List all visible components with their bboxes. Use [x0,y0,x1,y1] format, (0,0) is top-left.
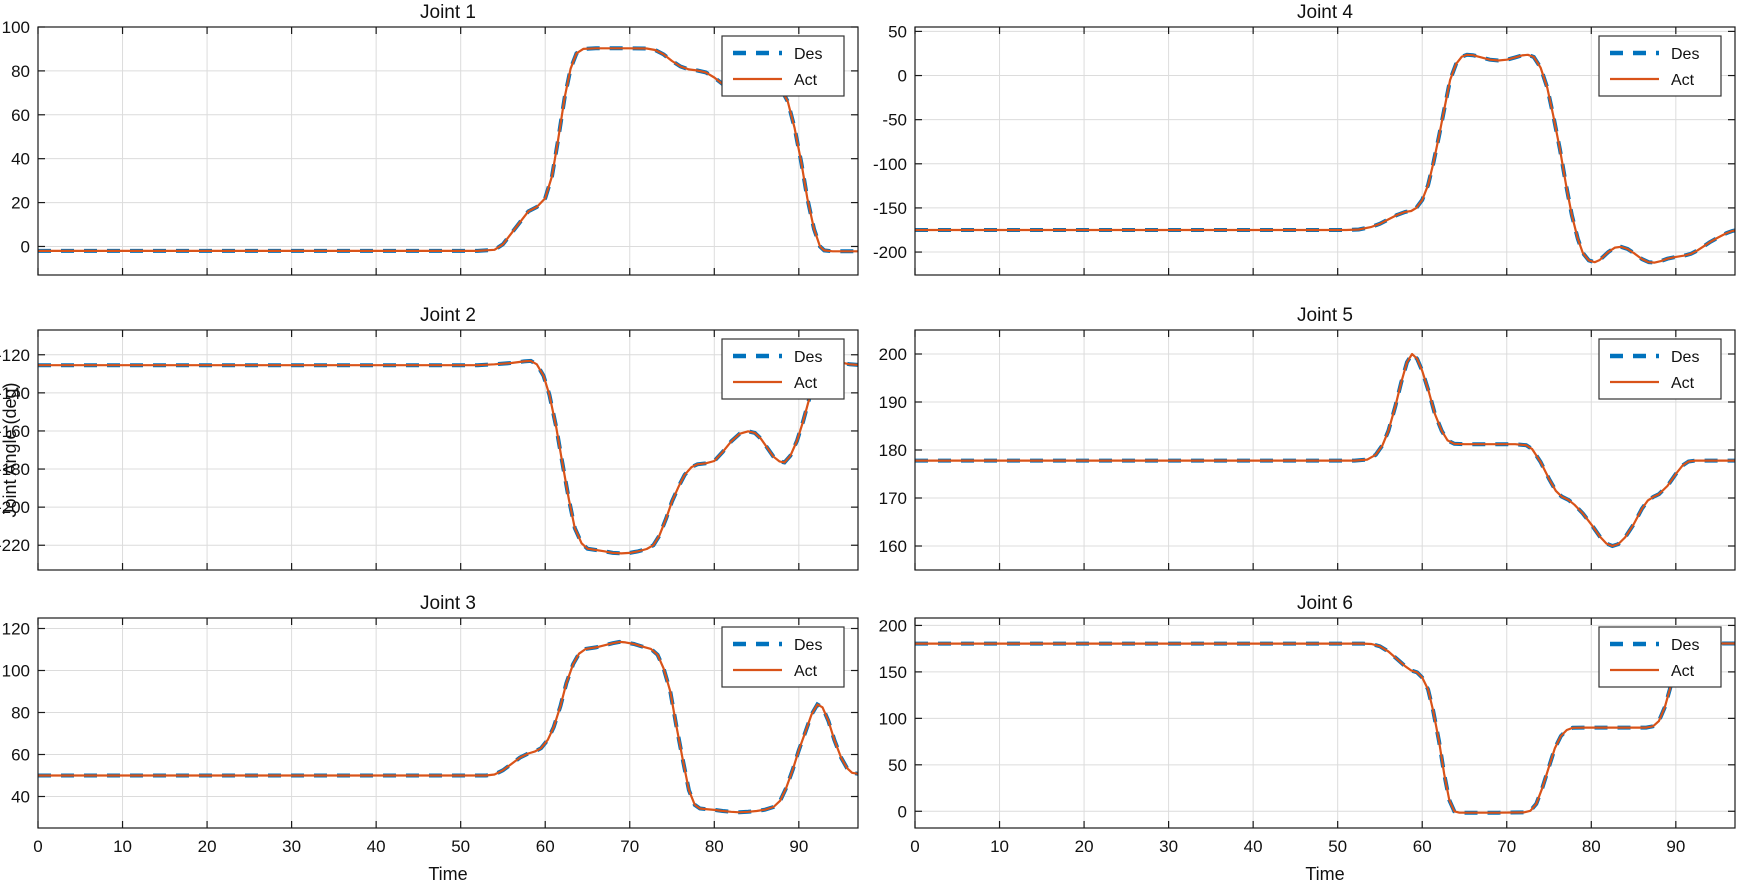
y-tick-label: 80 [11,62,30,81]
x-tick-label: 0 [33,837,42,856]
y-tick-label: 0 [898,67,907,86]
y-tick-label: 0 [898,802,907,821]
legend-box [1598,626,1722,688]
panel-joint-2: -220 -200 -180 -160 -140 -120 Joint 2 Joint Ang… [0,305,859,571]
x-tick-label: 60 [536,837,555,856]
panel-title: Joint 6 [1297,593,1353,614]
x-tick-label: 0 [910,837,919,856]
x-tick-label: 70 [1497,837,1516,856]
y-tick-label: -200 [0,498,30,517]
legend-label-act: Act [794,72,818,89]
x-tick-label: 80 [1582,837,1601,856]
y-tick-label: 170 [879,489,907,508]
y-tick-label: 50 [888,756,907,775]
y-tick-label: -220 [0,536,30,555]
legend-label-des: Des [1671,637,1699,654]
act-curve [915,352,1735,548]
y-tick-label: 0 [21,237,30,256]
panel-joint-4: -200 -150 -100 -50 0 50 Joint 4 Des Act [873,2,1736,276]
legend-box [721,338,845,400]
panel-title: Joint 4 [1297,2,1353,23]
legend-label-act: Act [794,663,818,680]
y-tick-label: -140 [0,384,30,403]
panel-joint-6: 0 10 20 30 40 50 60 70 80 90 0 50 100 150 200 Joint 6 Ti… [879,593,1736,884]
x-tick-label: 60 [1413,837,1432,856]
x-axis-label: Time [428,864,467,884]
y-tick-label: 200 [879,345,907,364]
legend-label-des: Des [794,637,822,654]
y-tick-label: 40 [11,150,30,169]
act-curve [38,47,858,253]
act-curve [38,357,859,555]
panel-joint-1: 0 20 40 60 80 100 Joint 1 Des Act [2,2,859,276]
panel-joint-5: 160 170 180 190 200 Joint 5 Des Act [879,305,1736,571]
panel-title: Joint 2 [420,305,476,326]
y-tick-label: -50 [882,111,907,130]
x-tick-label: 30 [282,837,301,856]
axes-box [914,26,1736,276]
axes-box [37,329,859,571]
y-tick-label: -200 [873,243,907,262]
axes-box [37,26,859,276]
axes-box [37,617,859,829]
legend-box [1598,35,1722,97]
y-tick-label: 160 [879,537,907,556]
legend-label-act: Act [794,375,818,392]
y-tick-label: 80 [11,704,30,723]
legend-label-act: Act [1671,663,1695,680]
panel-title: Joint 3 [420,593,476,614]
x-tick-label: 10 [990,837,1009,856]
y-tick-label: -100 [873,155,907,174]
y-tick-label: 100 [2,18,30,37]
y-tick-label: 100 [2,662,30,681]
y-tick-label: 180 [879,441,907,460]
x-tick-label: 10 [113,837,132,856]
act-curve [38,640,859,814]
x-tick-label: 20 [198,837,217,856]
act-curve [915,53,1736,264]
legend-label-des: Des [794,349,822,366]
x-tick-label: 50 [1328,837,1347,856]
y-axis-label: Joint Angle (deg) [0,382,20,517]
x-tick-label: 70 [620,837,639,856]
y-tick-label: 60 [11,746,30,765]
legend-box [1598,338,1722,400]
x-tick-label: 50 [451,837,470,856]
y-tick-label: 100 [879,709,907,728]
panel-title: Joint 1 [420,2,476,23]
panel-title: Joint 5 [1297,305,1353,326]
legend-label-des: Des [794,46,822,63]
y-tick-label: -160 [0,422,30,441]
y-tick-label: 20 [11,194,30,213]
y-tick-label: 120 [2,620,30,639]
x-axis-label: Time [1305,864,1344,884]
legend-box [721,626,845,688]
x-tick-label: 90 [1666,837,1685,856]
y-tick-label: 60 [11,106,30,125]
y-tick-label: 200 [879,616,907,635]
y-tick-label: -180 [0,460,30,479]
y-tick-label: 190 [879,393,907,412]
y-tick-label: 50 [888,22,907,41]
y-tick-label: 40 [11,788,30,807]
legend-label-act: Act [1671,72,1695,89]
x-tick-label: 40 [1244,837,1263,856]
x-tick-label: 80 [705,837,724,856]
legend-box [721,35,845,97]
x-tick-label: 40 [367,837,386,856]
y-tick-label: -150 [873,199,907,218]
legend-label-act: Act [1671,375,1695,392]
act-curve [915,642,1735,814]
y-tick-label: -120 [0,346,30,365]
x-tick-label: 90 [789,837,808,856]
panel-joint-3: 0 10 20 30 40 50 60 70 80 90 40 60 80 100 120 Joint 3 Ti… [2,593,859,884]
x-tick-label: 30 [1159,837,1178,856]
axes-box [914,617,1736,829]
x-tick-label: 20 [1075,837,1094,856]
legend-label-des: Des [1671,349,1699,366]
legend-label-des: Des [1671,46,1699,63]
y-tick-label: 150 [879,663,907,682]
